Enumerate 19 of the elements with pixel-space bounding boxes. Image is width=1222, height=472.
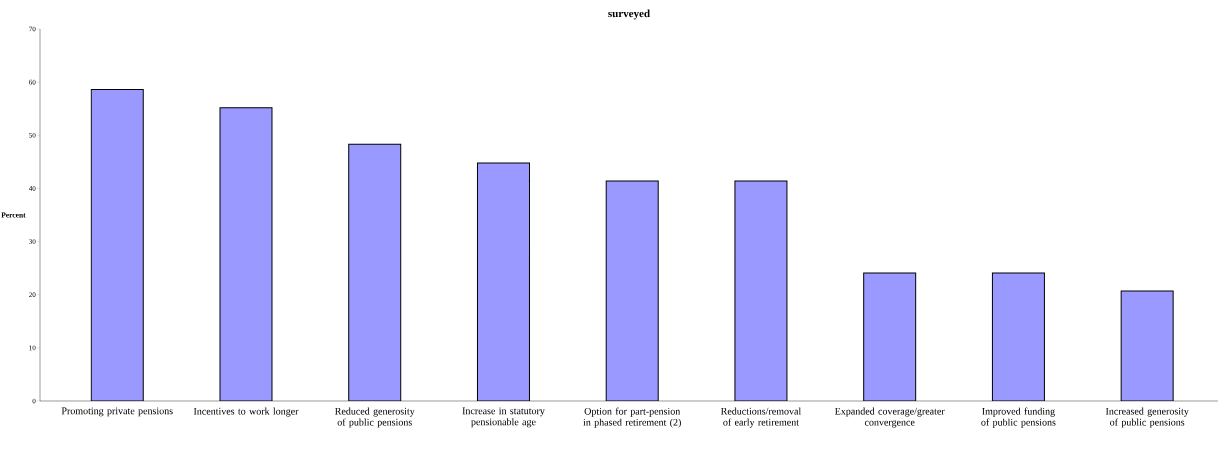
x-tick-label: Increased generosity of public pensions <box>1105 407 1189 428</box>
x-tick-label: Option for part-pension in phased retirement (2) <box>583 407 681 428</box>
bar <box>863 272 917 401</box>
bar <box>219 107 273 401</box>
bar <box>348 143 402 401</box>
bar <box>734 180 788 401</box>
x-tick-label: Expanded coverage/greater convergence <box>835 407 945 428</box>
x-tick-label: Increase in statutory pensionable age <box>462 407 545 428</box>
bar <box>90 89 144 401</box>
chart-title: surveyed <box>608 9 650 20</box>
bar <box>991 272 1045 401</box>
x-tick-label: Reductions/removal of early retirement <box>720 407 802 428</box>
x-tick-label: Incentives to work longer <box>193 407 299 417</box>
bar <box>1120 290 1174 401</box>
x-tick-label: Improved funding of public pensions <box>981 407 1056 428</box>
bar <box>476 162 530 401</box>
bar <box>605 180 659 401</box>
x-tick-label: Reduced generosity of public pensions <box>335 407 415 428</box>
x-tick-label: Promoting private pensions <box>61 407 173 417</box>
